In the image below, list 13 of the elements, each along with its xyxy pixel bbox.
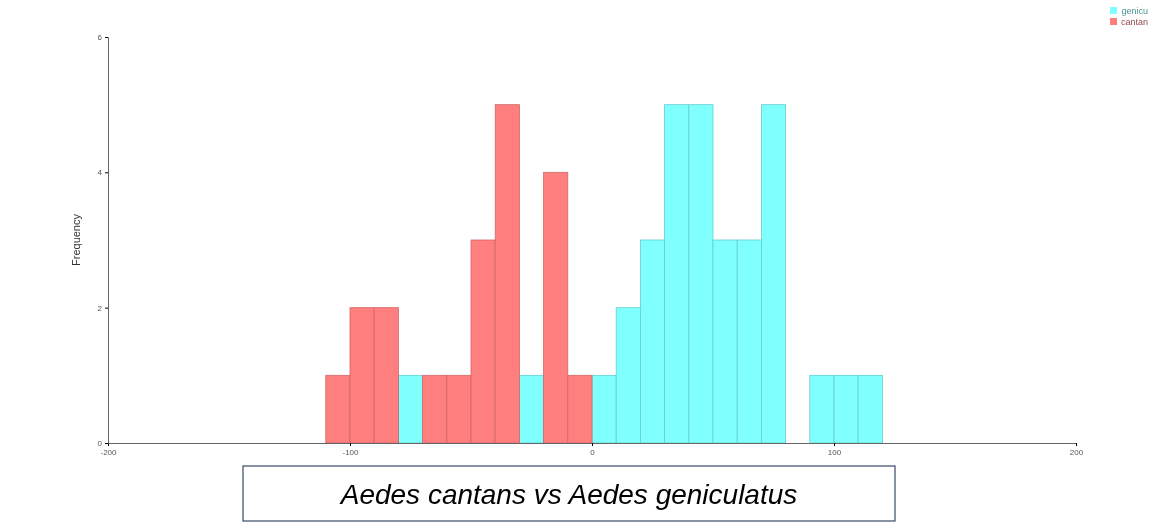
- y-tick-label: 2: [97, 303, 103, 313]
- y-tick-label: 4: [97, 168, 103, 178]
- x-tick-label: 200: [1069, 447, 1084, 457]
- y-axis-title: Frequency: [70, 213, 82, 266]
- text: Aedes cantans vs Aedes geniculatus: [338, 479, 798, 510]
- x-tick-label: 0: [590, 447, 596, 457]
- y-tick-label: 6: [97, 33, 103, 43]
- x-tick-label: 100: [827, 447, 842, 457]
- x-tick-label: -100: [342, 447, 360, 457]
- y-tick-label: 0: [97, 439, 103, 449]
- x-tick-label: -200: [100, 447, 118, 457]
- legend-label: genicu: [1121, 6, 1148, 16]
- legend-label: cantan: [1120, 17, 1148, 27]
